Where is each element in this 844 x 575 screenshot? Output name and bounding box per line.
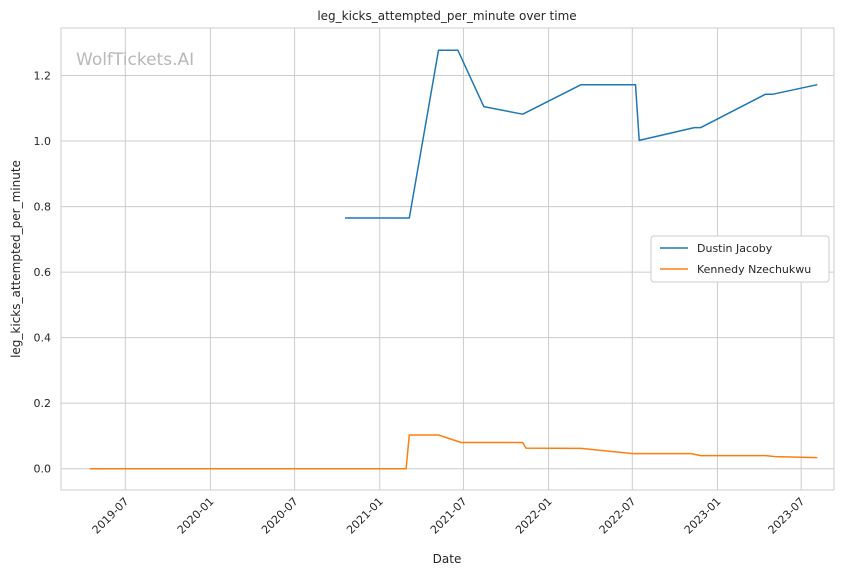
y-tick-label: 0.2 — [34, 397, 52, 410]
series-line-1 — [345, 49, 818, 219]
x-tick-label: 2021-07 — [428, 495, 470, 537]
x-tick-label: 2023-01 — [682, 495, 724, 537]
y-axis: 0.0 0.2 0.4 0.6 0.8 1.0 1.2 — [34, 70, 52, 476]
x-tick-label: 2022-07 — [597, 495, 639, 537]
x-tick-label: 2020-01 — [175, 495, 217, 537]
series-line-2 — [89, 434, 818, 470]
y-tick-label: 1.0 — [34, 135, 52, 148]
x-tick-label: 2022-01 — [513, 495, 555, 537]
x-tick-label: 2020-07 — [259, 495, 301, 537]
x-tick-label: 2023-07 — [766, 495, 808, 537]
y-tick-label: 1.2 — [34, 70, 52, 83]
legend-label: Dustin Jacoby — [697, 242, 773, 255]
watermark: WolfTickets.AI — [76, 50, 194, 70]
y-tick-label: 0.0 — [34, 463, 52, 476]
y-tick-label: 0.8 — [34, 201, 52, 214]
x-axis: 2019-07 2020-01 2020-07 2021-01 2021-07 2022-… — [90, 495, 808, 537]
series-lines — [89, 49, 818, 470]
y-tick-label: 0.6 — [34, 266, 52, 279]
y-axis-label: leg_kicks_attempted_per_minute — [9, 160, 23, 358]
x-tick-label: 2019-07 — [90, 495, 132, 537]
x-tick-label: 2021-01 — [344, 495, 386, 537]
legend-label: Kennedy Nzechukwu — [697, 263, 811, 276]
legend: Dustin Jacoby Kennedy Nzechukwu — [650, 235, 830, 283]
x-axis-label: Date — [433, 552, 462, 566]
legend-box — [650, 235, 830, 283]
chart-title: leg_kicks_attempted_per_minute over time — [317, 9, 576, 23]
y-tick-label: 0.4 — [34, 332, 52, 345]
